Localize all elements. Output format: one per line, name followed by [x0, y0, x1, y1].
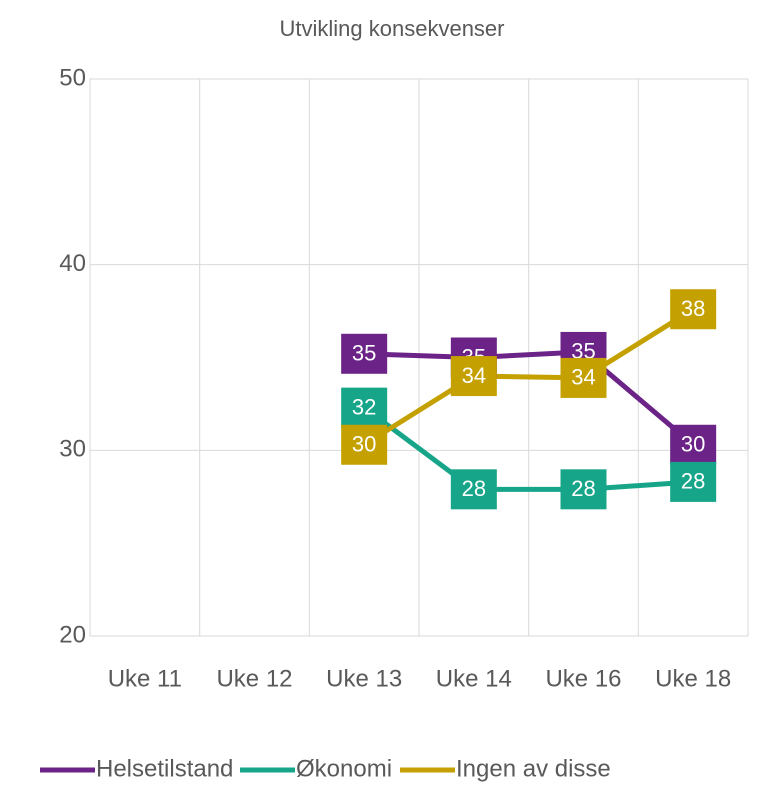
- y-tick-label: 40: [59, 250, 86, 277]
- data-label-box: [670, 424, 717, 465]
- x-tick-label: Uke 18: [655, 665, 731, 692]
- data-label-box: [341, 424, 388, 465]
- data-label-box: [450, 469, 497, 510]
- x-tick-label: Uke 14: [436, 665, 512, 692]
- data-label: 28: [571, 476, 595, 501]
- x-tick-label: Uke 11: [108, 665, 182, 692]
- data-label-box: [560, 469, 607, 510]
- data-label: 30: [681, 432, 705, 457]
- data-label: 34: [571, 365, 595, 390]
- data-label: 28: [681, 469, 705, 494]
- data-label-box: [450, 356, 497, 397]
- data-label-box: [341, 387, 388, 428]
- legend-label: Ingen av disse: [456, 755, 611, 782]
- x-tick-label: Uke 13: [326, 665, 402, 692]
- y-tick-label: 50: [59, 64, 86, 91]
- data-label: 34: [462, 363, 486, 388]
- y-tick-label: 20: [59, 621, 86, 648]
- data-label: 38: [681, 296, 705, 321]
- data-label-box: [670, 461, 717, 502]
- data-label: 28: [462, 476, 486, 501]
- data-label: 35: [352, 341, 376, 366]
- legend-label: Økonomi: [296, 755, 392, 782]
- data-label-box: [560, 357, 607, 398]
- data-label-box: [341, 333, 388, 374]
- data-label: 30: [352, 432, 376, 457]
- y-tick-label: 30: [59, 436, 86, 463]
- series-line: [362, 307, 695, 447]
- x-tick-label: Uke 12: [216, 665, 292, 692]
- legend-label: Helsetilstand: [96, 755, 233, 782]
- series-line: [362, 405, 694, 492]
- series-line: [364, 349, 695, 447]
- data-label-box: [670, 289, 717, 330]
- data-label: 32: [352, 394, 376, 419]
- chart-title: Utvikling konsekvenser: [280, 16, 505, 41]
- x-tick-label: Uke 16: [545, 665, 621, 692]
